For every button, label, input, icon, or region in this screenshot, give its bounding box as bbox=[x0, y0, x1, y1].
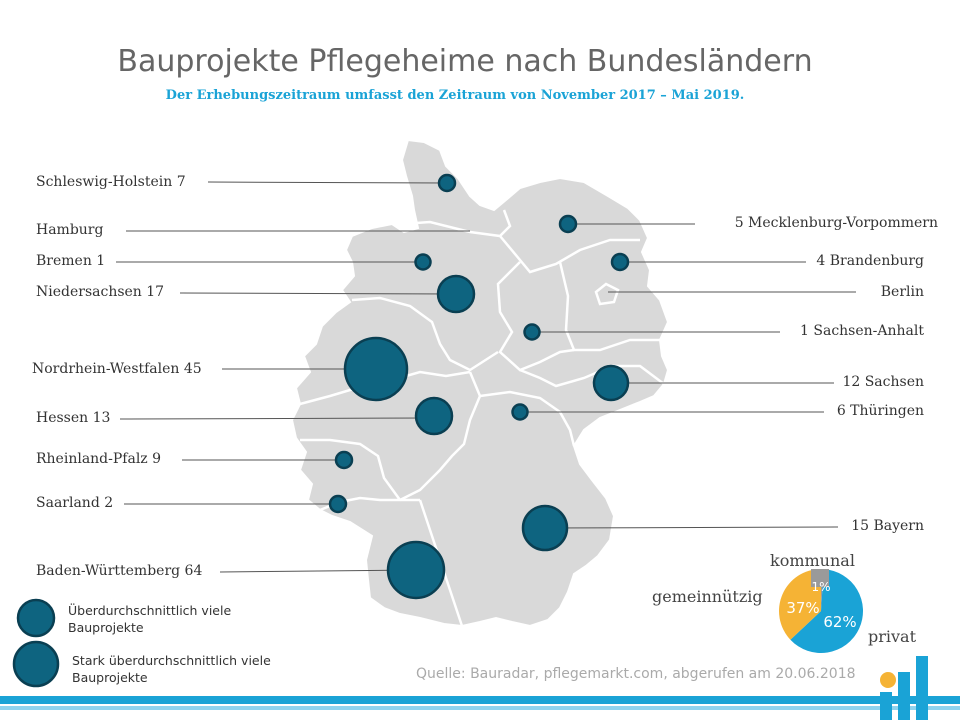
label-mecklenburg-vorpommern: 5 Mecklenburg-Vorpommern bbox=[734, 215, 938, 231]
bottom-bar-light bbox=[0, 706, 960, 710]
legend-text-strongly-above-average: Stark überdurchschnittlich viele Bauproj… bbox=[72, 653, 271, 685]
bubble-rheinland-pfalz bbox=[334, 450, 354, 470]
bubble-brandenburg bbox=[610, 252, 630, 272]
leader-line bbox=[207, 181, 448, 184]
logo-icon bbox=[880, 656, 928, 720]
source-note: Quelle: Bauradar, pflegemarkt.com, abger… bbox=[416, 666, 856, 682]
label-niedersachsen: Niedersachsen 17 bbox=[36, 284, 165, 300]
bubble-sachsen-anhalt bbox=[523, 323, 541, 341]
bubble-mecklenburg-vorpommern bbox=[558, 214, 578, 234]
pie-label-privat: privat bbox=[868, 627, 917, 646]
legend-text-above-average: Überdurchschnittlich viele Bauprojekte bbox=[68, 603, 232, 635]
bubble-hessen bbox=[414, 396, 454, 436]
bubbles bbox=[328, 173, 630, 600]
bubble-baden-wuerttemberg bbox=[386, 540, 446, 600]
pie-slice-gemeinnuetzig bbox=[779, 569, 821, 640]
bubble-schleswig-holstein bbox=[437, 173, 457, 193]
label-brandenburg: 4 Brandenburg bbox=[816, 253, 924, 269]
bottom-bar bbox=[0, 696, 960, 704]
bubble-sachsen bbox=[592, 364, 630, 402]
leader-line bbox=[119, 417, 435, 420]
pie-label-kommunal: kommunal bbox=[770, 551, 855, 570]
pie-value-kommunal: 1% bbox=[811, 580, 830, 594]
leader-line bbox=[179, 292, 457, 295]
label-thueringen: 6 Thüringen bbox=[836, 403, 924, 419]
label-nordrhein-westfalen: Nordrhein-Westfalen 45 bbox=[32, 361, 202, 377]
label-bremen: Bremen 1 bbox=[36, 253, 106, 269]
legend-circle-large bbox=[12, 640, 60, 688]
page-subtitle: Der Erhebungszeitraum umfasst den Zeitra… bbox=[165, 88, 745, 103]
legend-circle-small bbox=[16, 598, 56, 638]
ownership-pie bbox=[779, 569, 864, 654]
leader-line bbox=[219, 569, 417, 573]
bubble-bayern bbox=[521, 504, 569, 552]
label-saarland: Saarland 2 bbox=[36, 495, 114, 511]
label-sachsen: 12 Sachsen bbox=[842, 374, 924, 390]
pie-value-privat: 62% bbox=[823, 613, 856, 631]
bubble-thueringen bbox=[511, 403, 529, 421]
bubble-niedersachsen bbox=[436, 274, 476, 314]
label-schleswig-holstein: Schleswig-Holstein 7 bbox=[36, 174, 186, 190]
label-hamburg: Hamburg bbox=[36, 222, 104, 238]
leader-line bbox=[544, 526, 839, 529]
pie-slice-kommunal-marker bbox=[811, 569, 829, 587]
leader-lines bbox=[116, 181, 856, 573]
label-berlin: Berlin bbox=[880, 284, 924, 300]
label-hessen: Hessen 13 bbox=[36, 410, 111, 426]
pie-label-gemeinnuetzig: gemeinnützig bbox=[652, 587, 763, 606]
label-rheinland-pfalz: Rheinland-Pfalz 9 bbox=[36, 451, 162, 467]
pie-value-gemeinnuetzig: 37% bbox=[786, 599, 819, 617]
label-sachsen-anhalt: 1 Sachsen-Anhalt bbox=[800, 323, 924, 339]
bubble-saarland bbox=[328, 494, 348, 514]
bubble-bremen bbox=[414, 253, 432, 271]
label-baden-wuerttemberg: Baden-Württemberg 64 bbox=[36, 563, 203, 579]
label-bayern: 15 Bayern bbox=[851, 518, 924, 534]
bubble-nordrhein-westfalen bbox=[343, 336, 409, 402]
page-title: Bauprojekte Pflegeheime nach Bundeslände… bbox=[117, 44, 813, 79]
pie-slice-privat bbox=[790, 569, 864, 654]
